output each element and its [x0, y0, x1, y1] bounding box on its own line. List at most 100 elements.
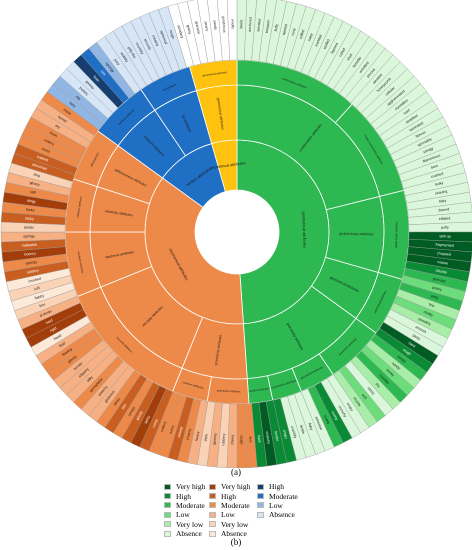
legend-entry: Very high: [164, 482, 205, 491]
legend-label: Very high: [221, 482, 251, 492]
leaf-label: chewy: [230, 435, 234, 445]
legend-swatch: [209, 530, 216, 537]
legend-swatch: [164, 493, 171, 500]
leaf-label: fine: [428, 303, 435, 309]
leaf-label: rough: [402, 348, 412, 357]
legend-entry: Absence: [209, 529, 250, 538]
leaf-label: rough: [169, 29, 176, 39]
legend-orange: Very high High Moderate Low Very low Absence: [209, 482, 250, 538]
inner-label: geometrical attributes: [209, 161, 246, 170]
leaf-label: moist: [41, 147, 50, 154]
legend-entry: Moderate: [209, 501, 250, 510]
leaf-label: wobbly: [120, 51, 130, 63]
leaf-label: soft: [361, 393, 368, 400]
legend-label: Absence: [221, 529, 247, 539]
leaf-label: oily: [75, 95, 82, 102]
leaf-label: beefy: [239, 19, 243, 28]
leaf-label: crusty: [331, 411, 339, 422]
leaf-label: bulky: [435, 181, 444, 187]
middle-label: geometrical attributes: [216, 97, 225, 130]
outer-label: cohesive attributes: [182, 380, 205, 390]
leaf-label: stratified: [405, 114, 419, 125]
leaf-label: smooth: [415, 325, 427, 334]
leaf-label: syrupy: [73, 361, 84, 371]
leaf-label: lumpy: [397, 355, 407, 364]
legend-swatch: [164, 511, 171, 518]
legend-label: High: [269, 482, 284, 492]
legend-swatch: [164, 502, 171, 509]
leaf-label: rubbery: [221, 433, 226, 446]
legend-label: Moderate: [221, 500, 250, 510]
legend-label: High: [176, 491, 191, 501]
leaf-label: crushed: [28, 277, 41, 284]
leaf-label: marbled: [314, 34, 323, 48]
leaf-label: flabby: [34, 294, 45, 301]
leaf-label: granular: [432, 277, 447, 284]
leaf-label: plastic: [24, 225, 34, 229]
outer-label: elasticity attributes: [76, 195, 83, 217]
leaf-label: pearly: [204, 21, 209, 31]
leaf-label: wrinkled: [359, 61, 370, 74]
leaf-label: bouncy: [24, 251, 36, 256]
legend-label: Absence: [269, 510, 295, 520]
legend-entry: Very low: [164, 520, 205, 529]
leaf-label: malleable: [22, 243, 38, 248]
leaf-label: cohesive: [314, 416, 323, 431]
leaf-label: rigid: [49, 326, 57, 333]
outer-label: adhesiveness: [89, 151, 100, 168]
leaf-label: slippery: [78, 367, 90, 378]
leaf-label: heavy: [195, 431, 201, 441]
leaf-label: rich: [100, 69, 107, 76]
leaf-ring: beefy anchored serrated blossom fluffy twiste…: [0, 0, 472, 468]
leaf-label: soaked: [36, 155, 48, 163]
legend-entry: Low: [209, 510, 250, 519]
leaf-label: powdery: [177, 25, 185, 39]
leaf-label: glossy: [29, 181, 40, 187]
leaf-label: dry: [54, 124, 61, 130]
legend-label: Low: [269, 500, 283, 510]
leaf-segment: [226, 0, 238, 61]
leaf-label: firm: [248, 436, 252, 442]
legend-swatch: [257, 493, 264, 500]
leaf-label: sticky: [113, 397, 122, 407]
leaf-label: runny: [152, 418, 159, 428]
leaf-label: runny: [169, 424, 176, 434]
leaf-label: wavy: [307, 33, 314, 42]
legend-label: Moderate: [176, 500, 205, 510]
outer-label: fat attributes: [162, 82, 177, 92]
leaf-label: fragmented: [435, 243, 453, 248]
leaf-label: tough: [239, 435, 243, 444]
leaf-label: tacky: [144, 415, 151, 424]
leaf-label: coiled: [338, 48, 346, 58]
legend-entry: Low: [257, 501, 298, 510]
legend-swatch: [209, 483, 216, 490]
legend-entry: High: [257, 482, 298, 491]
leaf-label: hard: [257, 435, 262, 443]
leaf-label: curly: [291, 27, 297, 36]
legend-entry: High: [209, 491, 250, 501]
middle-label: granularity attributes: [214, 334, 223, 365]
leaf-label: sandy: [391, 361, 401, 370]
leaf-label: thin: [121, 403, 128, 410]
legend-blue: High Moderate Low Absence: [257, 482, 298, 520]
leaf-label: smooth: [143, 38, 152, 50]
leaf-label: limp: [33, 172, 40, 178]
leaf-label: ruffled: [299, 29, 306, 40]
leaf-label: crispy: [346, 402, 355, 412]
leaf-label: fluffy: [274, 24, 279, 32]
leaf-label: layered: [330, 42, 339, 54]
leaf-label: gooey: [135, 410, 143, 421]
leaf-label: fresh: [49, 131, 58, 138]
leaf-label: mealy: [385, 368, 395, 378]
leaf-label: tacky: [26, 207, 35, 212]
leaf-label: jelly-like: [126, 45, 136, 59]
leaf-label: dry: [375, 382, 381, 389]
leaf-label: laminated: [409, 121, 424, 132]
leaf-label: flowing: [61, 347, 72, 357]
caption-a: (a): [231, 467, 241, 477]
legend-label: Very low: [221, 519, 249, 529]
leaf-label: crunchy: [337, 405, 347, 418]
legend-entry: Absence: [164, 529, 205, 538]
leaf-label: anchored: [248, 17, 253, 32]
leaf-label: hard: [45, 318, 53, 325]
